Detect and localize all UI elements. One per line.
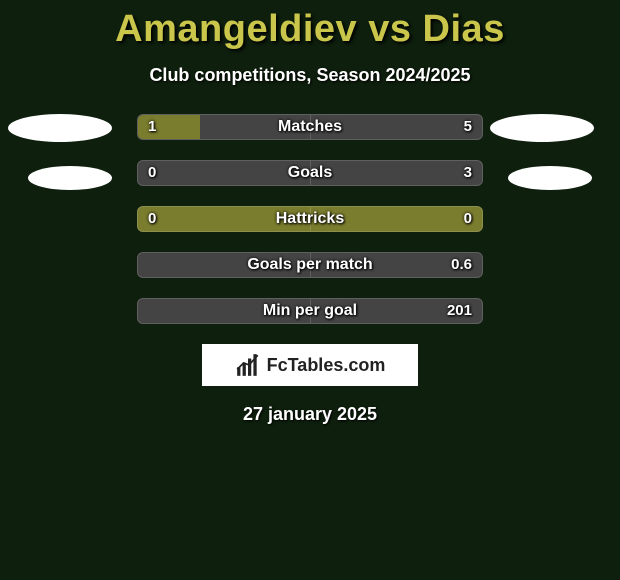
left-value	[138, 253, 158, 277]
stat-row: Hattricks0 0	[137, 206, 483, 232]
decorative-ellipse	[8, 114, 112, 142]
date-label: 27 january 2025	[0, 404, 620, 425]
left-value: 0	[138, 161, 166, 185]
left-value	[138, 299, 158, 323]
stat-row: Goals0 3	[137, 160, 483, 186]
stat-row: Min per goal201	[137, 298, 483, 324]
right-value: 0.6	[441, 253, 482, 277]
chart-icon	[235, 352, 261, 378]
stat-label: Matches	[138, 115, 482, 139]
page-title: Amangeldiev vs Dias	[0, 0, 620, 51]
right-value: 5	[454, 115, 482, 139]
decorative-ellipse	[28, 166, 112, 190]
stat-row: Goals per match0.6	[137, 252, 483, 278]
right-value: 201	[437, 299, 482, 323]
chart-area: Matches15Goals03Hattricks00Goals per mat…	[0, 114, 620, 425]
brand-text: FcTables.com	[267, 355, 386, 376]
stat-label: Goals	[138, 161, 482, 185]
decorative-ellipse	[490, 114, 594, 142]
left-value: 0	[138, 207, 166, 231]
brand-badge: FcTables.com	[202, 344, 418, 386]
stat-row: Matches1 5	[137, 114, 483, 140]
right-value: 0	[454, 207, 482, 231]
stat-label: Min per goal	[138, 299, 482, 323]
left-value: 1	[138, 115, 166, 139]
right-value: 3	[454, 161, 482, 185]
subtitle: Club competitions, Season 2024/2025	[0, 65, 620, 86]
stat-label: Hattricks	[138, 207, 482, 231]
stat-label: Goals per match	[138, 253, 482, 277]
decorative-ellipse	[508, 166, 592, 190]
